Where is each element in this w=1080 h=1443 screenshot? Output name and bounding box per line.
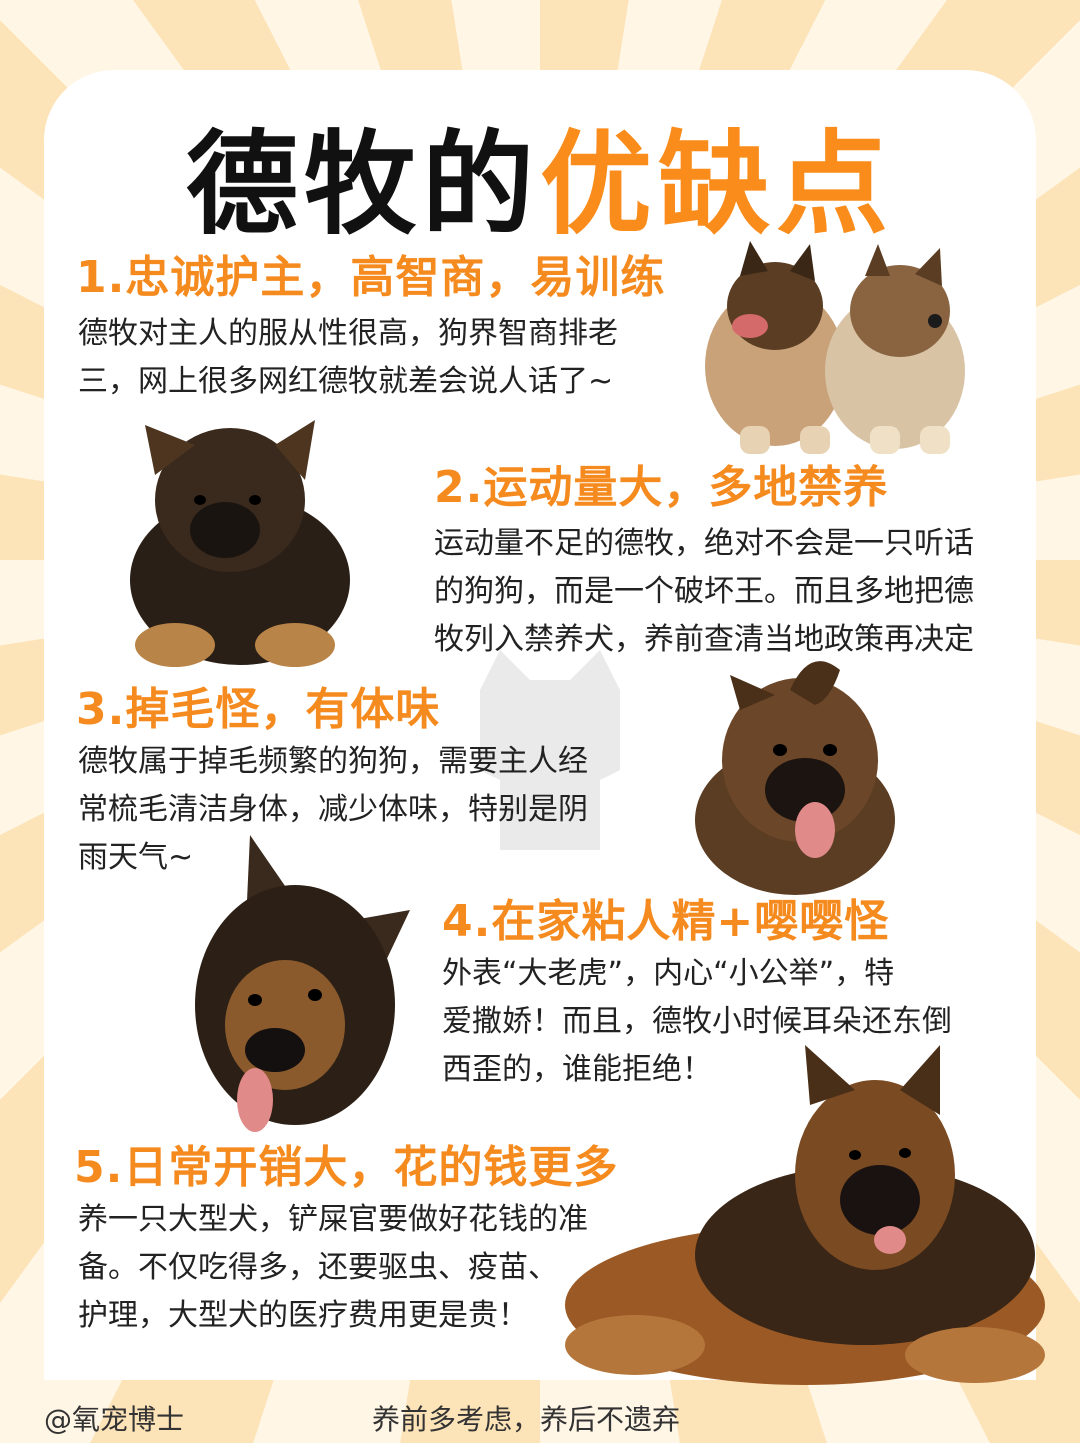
section-4-text: 外表“大老虎”，内心“小公举”，特 爱撒娇！而且，德牧小时候耳朵还东倒 西歪的，… — [442, 950, 952, 1094]
section-3-text: 德牧属于掉毛频繁的狗狗，需要主人经 常梳毛清洁身体，减少体味，特别是阴 雨天气~ — [78, 738, 588, 882]
page-title: 德牧的优缺点 — [0, 120, 1080, 250]
section-4-line-2: 爱撒娇！而且，德牧小时候耳朵还东倒 — [442, 1004, 952, 1039]
section-5-line-3: 护理，大型犬的医疗费用更是贵！ — [78, 1298, 528, 1333]
section-3-heading: 3.掉毛怪，有体味 — [76, 684, 441, 735]
section-2-heading: 2.运动量大，多地禁养 — [434, 462, 889, 513]
big-eared-puppy-image — [195, 835, 410, 1132]
section-3-line-1: 德牧属于掉毛频繁的狗狗，需要主人经 — [78, 744, 588, 779]
section-3-line-2: 常梳毛清洁身体，减少体味，特别是阴 — [78, 792, 588, 827]
section-5-line-1: 养一只大型犬，铲屎官要做好花钱的准 — [78, 1202, 588, 1237]
section-3-line-3: 雨天气~ — [78, 840, 194, 875]
section-2-line-2: 的狗狗，而是一个破坏王。而且多地把德 — [434, 574, 974, 609]
section-1-text: 德牧对主人的服从性很高，狗界智商排老 三，网上很多网红德牧就差会说人话了~ — [78, 310, 618, 406]
section-5-text: 养一只大型犬，铲屎官要做好花钱的准 备。不仅吃得多，还要驱虫、疫苗、 护理，大型… — [78, 1196, 588, 1340]
section-4-line-3: 西歪的，谁能拒绝！ — [442, 1052, 712, 1087]
section-5-heading: 5.日常开销大，花的钱更多 — [74, 1142, 619, 1193]
section-5-line-2: 备。不仅吃得多，还要驱虫、疫苗、 — [78, 1250, 558, 1285]
section-1-line-2: 三，网上很多网红德牧就差会说人话了~ — [78, 364, 614, 399]
tongue-puppy-image — [695, 661, 895, 895]
two-puppies-image — [705, 241, 965, 454]
footer-slogan: 养前多考虑，养后不遗弃 — [372, 1403, 681, 1436]
adult-shepherd-image — [565, 1045, 1045, 1385]
section-2-line-1: 运动量不足的德牧，绝对不会是一只听话 — [434, 526, 974, 561]
fluffy-puppy-image — [130, 420, 350, 667]
watermark-cat-icon — [480, 650, 620, 850]
title-part-orange: 优缺点 — [540, 120, 894, 250]
section-2-text: 运动量不足的德牧，绝对不会是一只听话 的狗狗，而是一个破坏王。而且多地把德 牧列… — [434, 520, 974, 664]
section-4-heading: 4.在家粘人精+嘤嘤怪 — [442, 896, 890, 947]
section-1-line-1: 德牧对主人的服从性很高，狗界智商排老 — [78, 316, 618, 351]
section-4-line-1: 外表“大老虎”，内心“小公举”，特 — [442, 956, 895, 991]
section-2-line-3: 牧列入禁养犬，养前查清当地政策再决定 — [434, 622, 974, 657]
section-1-heading: 1.忠诚护主，高智商，易训练 — [76, 252, 666, 303]
footer-account: @氧宠博士 — [44, 1403, 185, 1436]
title-part-black: 德牧的 — [186, 120, 540, 250]
